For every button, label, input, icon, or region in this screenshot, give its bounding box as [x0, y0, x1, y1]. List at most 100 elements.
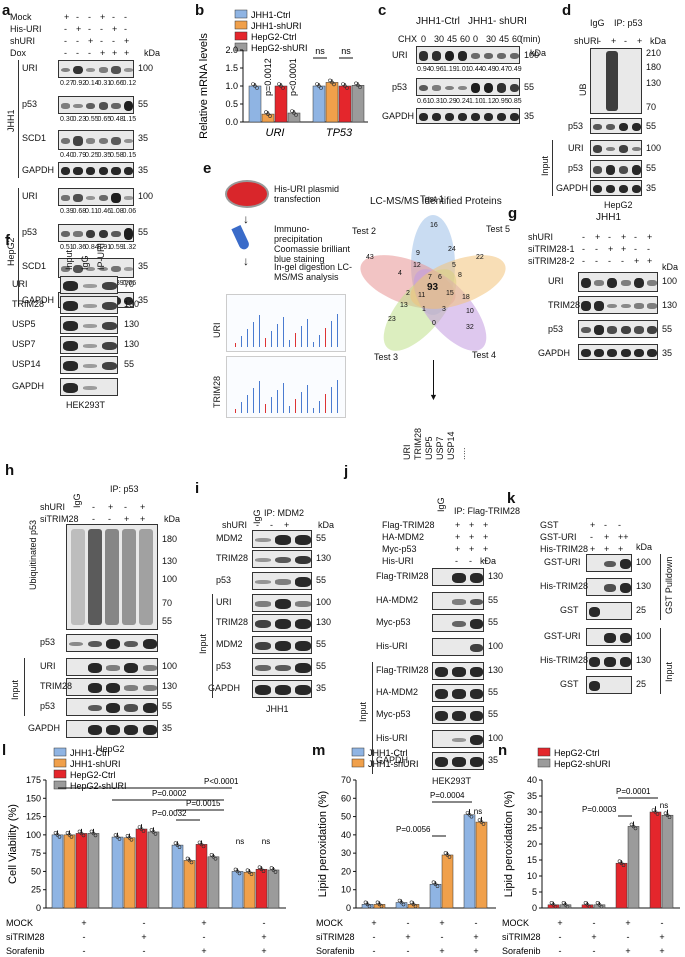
- venn-count: 16: [430, 222, 438, 229]
- mw: 55: [316, 639, 327, 649]
- mw: 70: [646, 102, 657, 112]
- blot-gapdh: [60, 378, 118, 396]
- data-point: [292, 111, 296, 115]
- quant: 0.31: [430, 98, 444, 105]
- data-point: [433, 882, 438, 887]
- row-label: URI: [392, 50, 408, 60]
- row-label: His-URI: [376, 733, 408, 743]
- band: [142, 685, 157, 691]
- blot-2: [586, 602, 632, 620]
- data-point: [397, 898, 402, 903]
- spectrum-peak: [253, 322, 254, 347]
- spectrum-peak: [247, 395, 248, 413]
- band: [631, 184, 642, 194]
- blot-1: [432, 592, 484, 610]
- sign: ++: [618, 532, 629, 542]
- bar-jhh1-ctrl: [395, 902, 408, 909]
- band: [580, 277, 591, 289]
- spectrum-peak: [301, 392, 302, 413]
- band: [619, 633, 632, 643]
- cond-sign: +: [557, 918, 562, 928]
- row-label: Flag-TRIM28: [376, 571, 429, 581]
- cond-label: Flag-TRIM28: [382, 520, 435, 530]
- band: [63, 321, 78, 331]
- cond-sign: -: [76, 48, 79, 58]
- sign: -: [270, 520, 273, 530]
- data-point: [151, 830, 156, 834]
- tube-icon: [231, 225, 251, 251]
- band: [483, 82, 494, 94]
- data-point: [665, 813, 670, 817]
- band: [470, 82, 481, 94]
- data-point: [53, 831, 58, 835]
- data-point: [343, 84, 347, 88]
- blot-jhh1-gapdh: [58, 162, 134, 178]
- quant-value: 0.14: [85, 80, 99, 87]
- data-point: [319, 86, 323, 90]
- mw-marker: 100: [138, 191, 154, 201]
- blot-0: [432, 568, 484, 586]
- band: [63, 341, 78, 351]
- data-point: [345, 86, 349, 90]
- row-label: HA-MDM2: [376, 595, 418, 605]
- data-point: [551, 903, 556, 907]
- row-label: GAPDH: [538, 348, 571, 358]
- data-point: [247, 870, 252, 874]
- cond-sign: +: [64, 12, 70, 22]
- band: [69, 641, 84, 647]
- y-tick-label: 25: [31, 885, 41, 895]
- band: [580, 348, 591, 358]
- ns-label: ns: [660, 801, 668, 810]
- band: [607, 326, 618, 334]
- ns-label: ns: [262, 837, 270, 846]
- ip-label: IP: MDM2: [264, 508, 305, 518]
- cond-sign: +: [201, 946, 206, 954]
- band: [469, 667, 483, 677]
- spectrum-peak: [283, 383, 284, 413]
- quant-value: 0.84: [85, 244, 99, 251]
- mw: 100: [662, 276, 678, 286]
- row-label: URI: [548, 276, 564, 286]
- mw-marker: 55: [138, 227, 149, 237]
- cond-label: Myc-p53: [382, 544, 417, 554]
- data-point: [129, 837, 134, 842]
- band: [123, 228, 134, 240]
- blot-jhh1-uri: [58, 60, 134, 78]
- legend-label: JHH1-shURI: [251, 21, 302, 31]
- igg-label: IgG: [72, 493, 82, 508]
- band: [457, 51, 468, 61]
- cond-label: siTRIM28-2: [528, 256, 575, 266]
- blot-input-0: [66, 658, 158, 676]
- spectrum-peak: [301, 326, 302, 347]
- y-tick-label: 40: [341, 830, 351, 840]
- side-label: GST Pulldown: [664, 556, 674, 614]
- sign: +: [621, 244, 627, 254]
- sign: +: [469, 532, 475, 542]
- band: [604, 560, 616, 568]
- data-point: [251, 82, 255, 86]
- band: [111, 102, 121, 110]
- bar-jhh1-ctrl: [231, 871, 244, 909]
- down-arrow-icon: [433, 360, 434, 396]
- cell-label: JHH1: [596, 212, 622, 223]
- band: [604, 584, 616, 592]
- bar-jhh1-shuri: [261, 113, 275, 123]
- data-point: [127, 835, 132, 840]
- panel-label-f: f: [5, 232, 10, 249]
- mw: 70: [162, 598, 173, 608]
- bar-hepg2-ctrl: [338, 85, 352, 123]
- band: [469, 643, 483, 653]
- data-point: [149, 828, 154, 832]
- data-point: [271, 868, 276, 872]
- y-tick-label: 20: [341, 866, 351, 876]
- band: [124, 640, 139, 648]
- y-axis-label: Lipid peroxidation (%): [317, 791, 329, 897]
- data-point: [117, 837, 122, 841]
- band: [63, 301, 78, 311]
- band: [631, 165, 642, 175]
- data-point: [583, 901, 588, 905]
- y-tick-label: 60: [341, 793, 351, 803]
- band: [111, 137, 121, 145]
- sign: -: [124, 502, 127, 512]
- p-value: p=0.0012: [263, 58, 273, 96]
